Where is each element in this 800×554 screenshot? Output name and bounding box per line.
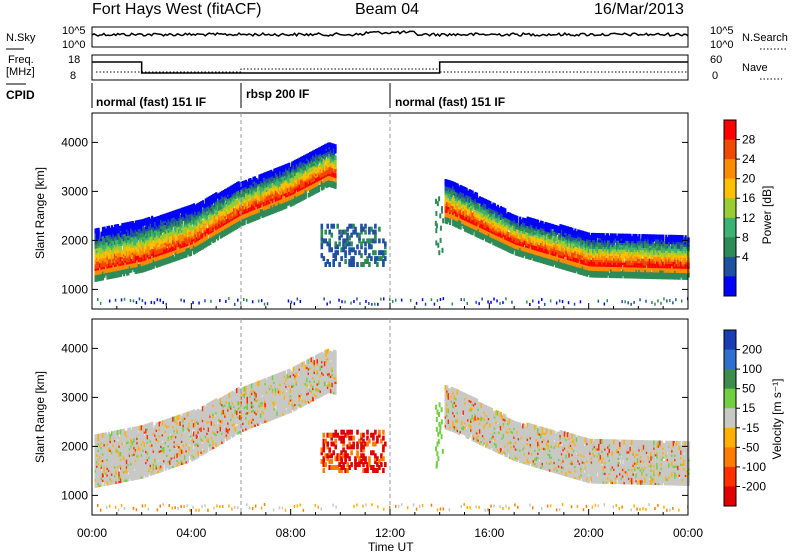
xtick-label-2: 08:00 bbox=[276, 526, 306, 540]
power-colorbar-swatch-1 bbox=[724, 139, 736, 160]
freq-tick-bottom: 8 bbox=[70, 70, 77, 82]
power-colorbar-tick-label-3: 16 bbox=[742, 191, 756, 205]
power-panel-ytick-label-0: 1000 bbox=[61, 282, 88, 296]
xtick-label-4: 16:00 bbox=[474, 526, 504, 540]
power-colorbar-swatch-0 bbox=[724, 120, 736, 141]
velocity-colorbar-swatch-3 bbox=[724, 388, 736, 409]
velocity-panel-ytick-label-2: 3000 bbox=[61, 390, 88, 404]
velocity-colorbar-tick-label-1: 100 bbox=[742, 362, 762, 376]
nsky-tick-bottom: 10^0 bbox=[62, 39, 86, 51]
velocity-panel-ytick-label-3: 4000 bbox=[61, 341, 88, 355]
nsky-strip-frame bbox=[91, 26, 689, 48]
power-colorbar-swatch-8 bbox=[724, 276, 736, 297]
power-colorbar-tick-label-5: 8 bbox=[742, 230, 749, 244]
velocity-panel-ytick-label-0: 1000 bbox=[61, 488, 88, 502]
cpid-segment-1: normal (fast) 151 IF bbox=[96, 95, 207, 109]
nave-series-line bbox=[96, 68, 688, 73]
power-colorbar-tick-label-4: 12 bbox=[742, 211, 756, 225]
nave-label: Nave bbox=[742, 62, 768, 74]
freq-strip-frame bbox=[91, 54, 689, 81]
power-colorbar-frame bbox=[723, 119, 737, 297]
xtick-label-0: 00:00 bbox=[77, 526, 107, 540]
velocity-colorbar-swatch-6 bbox=[724, 447, 736, 468]
xtick-label-6: 00:00 bbox=[673, 526, 703, 540]
nsearch-label: N.Search bbox=[742, 32, 788, 44]
velocity-colorbar-swatch-7 bbox=[724, 466, 736, 487]
power-echo-cells bbox=[94, 142, 690, 306]
velocity-colorbar-frame bbox=[723, 329, 737, 507]
velocity-colorbar-tick-label-4: -15 bbox=[742, 421, 760, 435]
velocity-colorbar-swatch-5 bbox=[724, 427, 736, 448]
power-panel-ytick-label-3: 4000 bbox=[61, 135, 88, 149]
power-colorbar-swatch-4 bbox=[724, 198, 736, 219]
station-title: Fort Hays West (fitACF) bbox=[92, 1, 262, 18]
power-colorbar-swatch-3 bbox=[724, 178, 736, 199]
nsky-tick-top: 10^5 bbox=[62, 25, 86, 37]
nave-tick-bottom: 0 bbox=[712, 70, 719, 82]
cpid-segment-2: rbsp 200 IF bbox=[246, 87, 310, 101]
velocity-colorbar-swatch-1 bbox=[724, 349, 736, 370]
freq-tick-top: 18 bbox=[68, 54, 81, 66]
power-colorbar-tick-label-2: 20 bbox=[742, 172, 756, 186]
power-colorbar-tick-label-0: 28 bbox=[742, 133, 756, 147]
power-colorbar-swatch-5 bbox=[724, 217, 736, 238]
beam-label: Beam 04 bbox=[355, 1, 420, 18]
xtick-label-5: 20:00 bbox=[574, 526, 604, 540]
velocity-colorbar-tick-label-5: -50 bbox=[742, 440, 760, 454]
power-colorbar-swatch-2 bbox=[724, 159, 736, 180]
nsky-series-line bbox=[91, 30, 689, 38]
freq-series-line bbox=[92, 61, 688, 74]
nsearch-tick-top: 10^5 bbox=[710, 25, 734, 37]
power-colorbar-swatch-7 bbox=[724, 256, 736, 277]
cpid-label: CPID bbox=[6, 88, 35, 102]
nave-tick-top: 60 bbox=[710, 54, 723, 66]
xtick-label-3: 12:00 bbox=[375, 526, 405, 540]
nsky-label: N.Sky bbox=[6, 32, 36, 44]
xtick-label-1: 04:00 bbox=[176, 526, 206, 540]
velocity-colorbar-swatch-0 bbox=[724, 330, 736, 351]
velocity-colorbar-tick-label-6: -100 bbox=[742, 460, 766, 474]
velocity-panel-ytick-label-1: 2000 bbox=[61, 439, 88, 453]
velocity-colorbar-tick-label-0: 200 bbox=[742, 343, 762, 357]
power-colorbar-tick-label-1: 24 bbox=[742, 152, 756, 166]
cpid-segment-3: normal (fast) 151 IF bbox=[395, 95, 506, 109]
power-panel-ytick-label-2: 3000 bbox=[61, 184, 88, 198]
velocity-colorbar-swatch-4 bbox=[724, 408, 736, 429]
velocity-colorbar-swatch-2 bbox=[724, 369, 736, 390]
nsearch-tick-bottom: 10^0 bbox=[710, 39, 734, 51]
velocity-colorbar-tick-label-7: -200 bbox=[742, 479, 766, 493]
power-colorbar-tick-label-6: 4 bbox=[742, 250, 749, 264]
date-label: 16/Mar/2013 bbox=[594, 1, 684, 18]
freq-unit-label: [MHz] bbox=[6, 66, 35, 78]
velocity-echo-cells bbox=[94, 348, 690, 512]
freq-label: Freq. bbox=[8, 54, 34, 66]
velocity-colorbar-tick-label-2: 50 bbox=[742, 382, 756, 396]
power-panel-ytick-label-1: 2000 bbox=[61, 233, 88, 247]
velocity-colorbar-tick-label-3: 15 bbox=[742, 401, 756, 415]
velocity-colorbar-swatch-8 bbox=[724, 486, 736, 507]
xaxis-title: Time UT bbox=[368, 540, 414, 554]
power-colorbar-swatch-6 bbox=[724, 237, 736, 258]
